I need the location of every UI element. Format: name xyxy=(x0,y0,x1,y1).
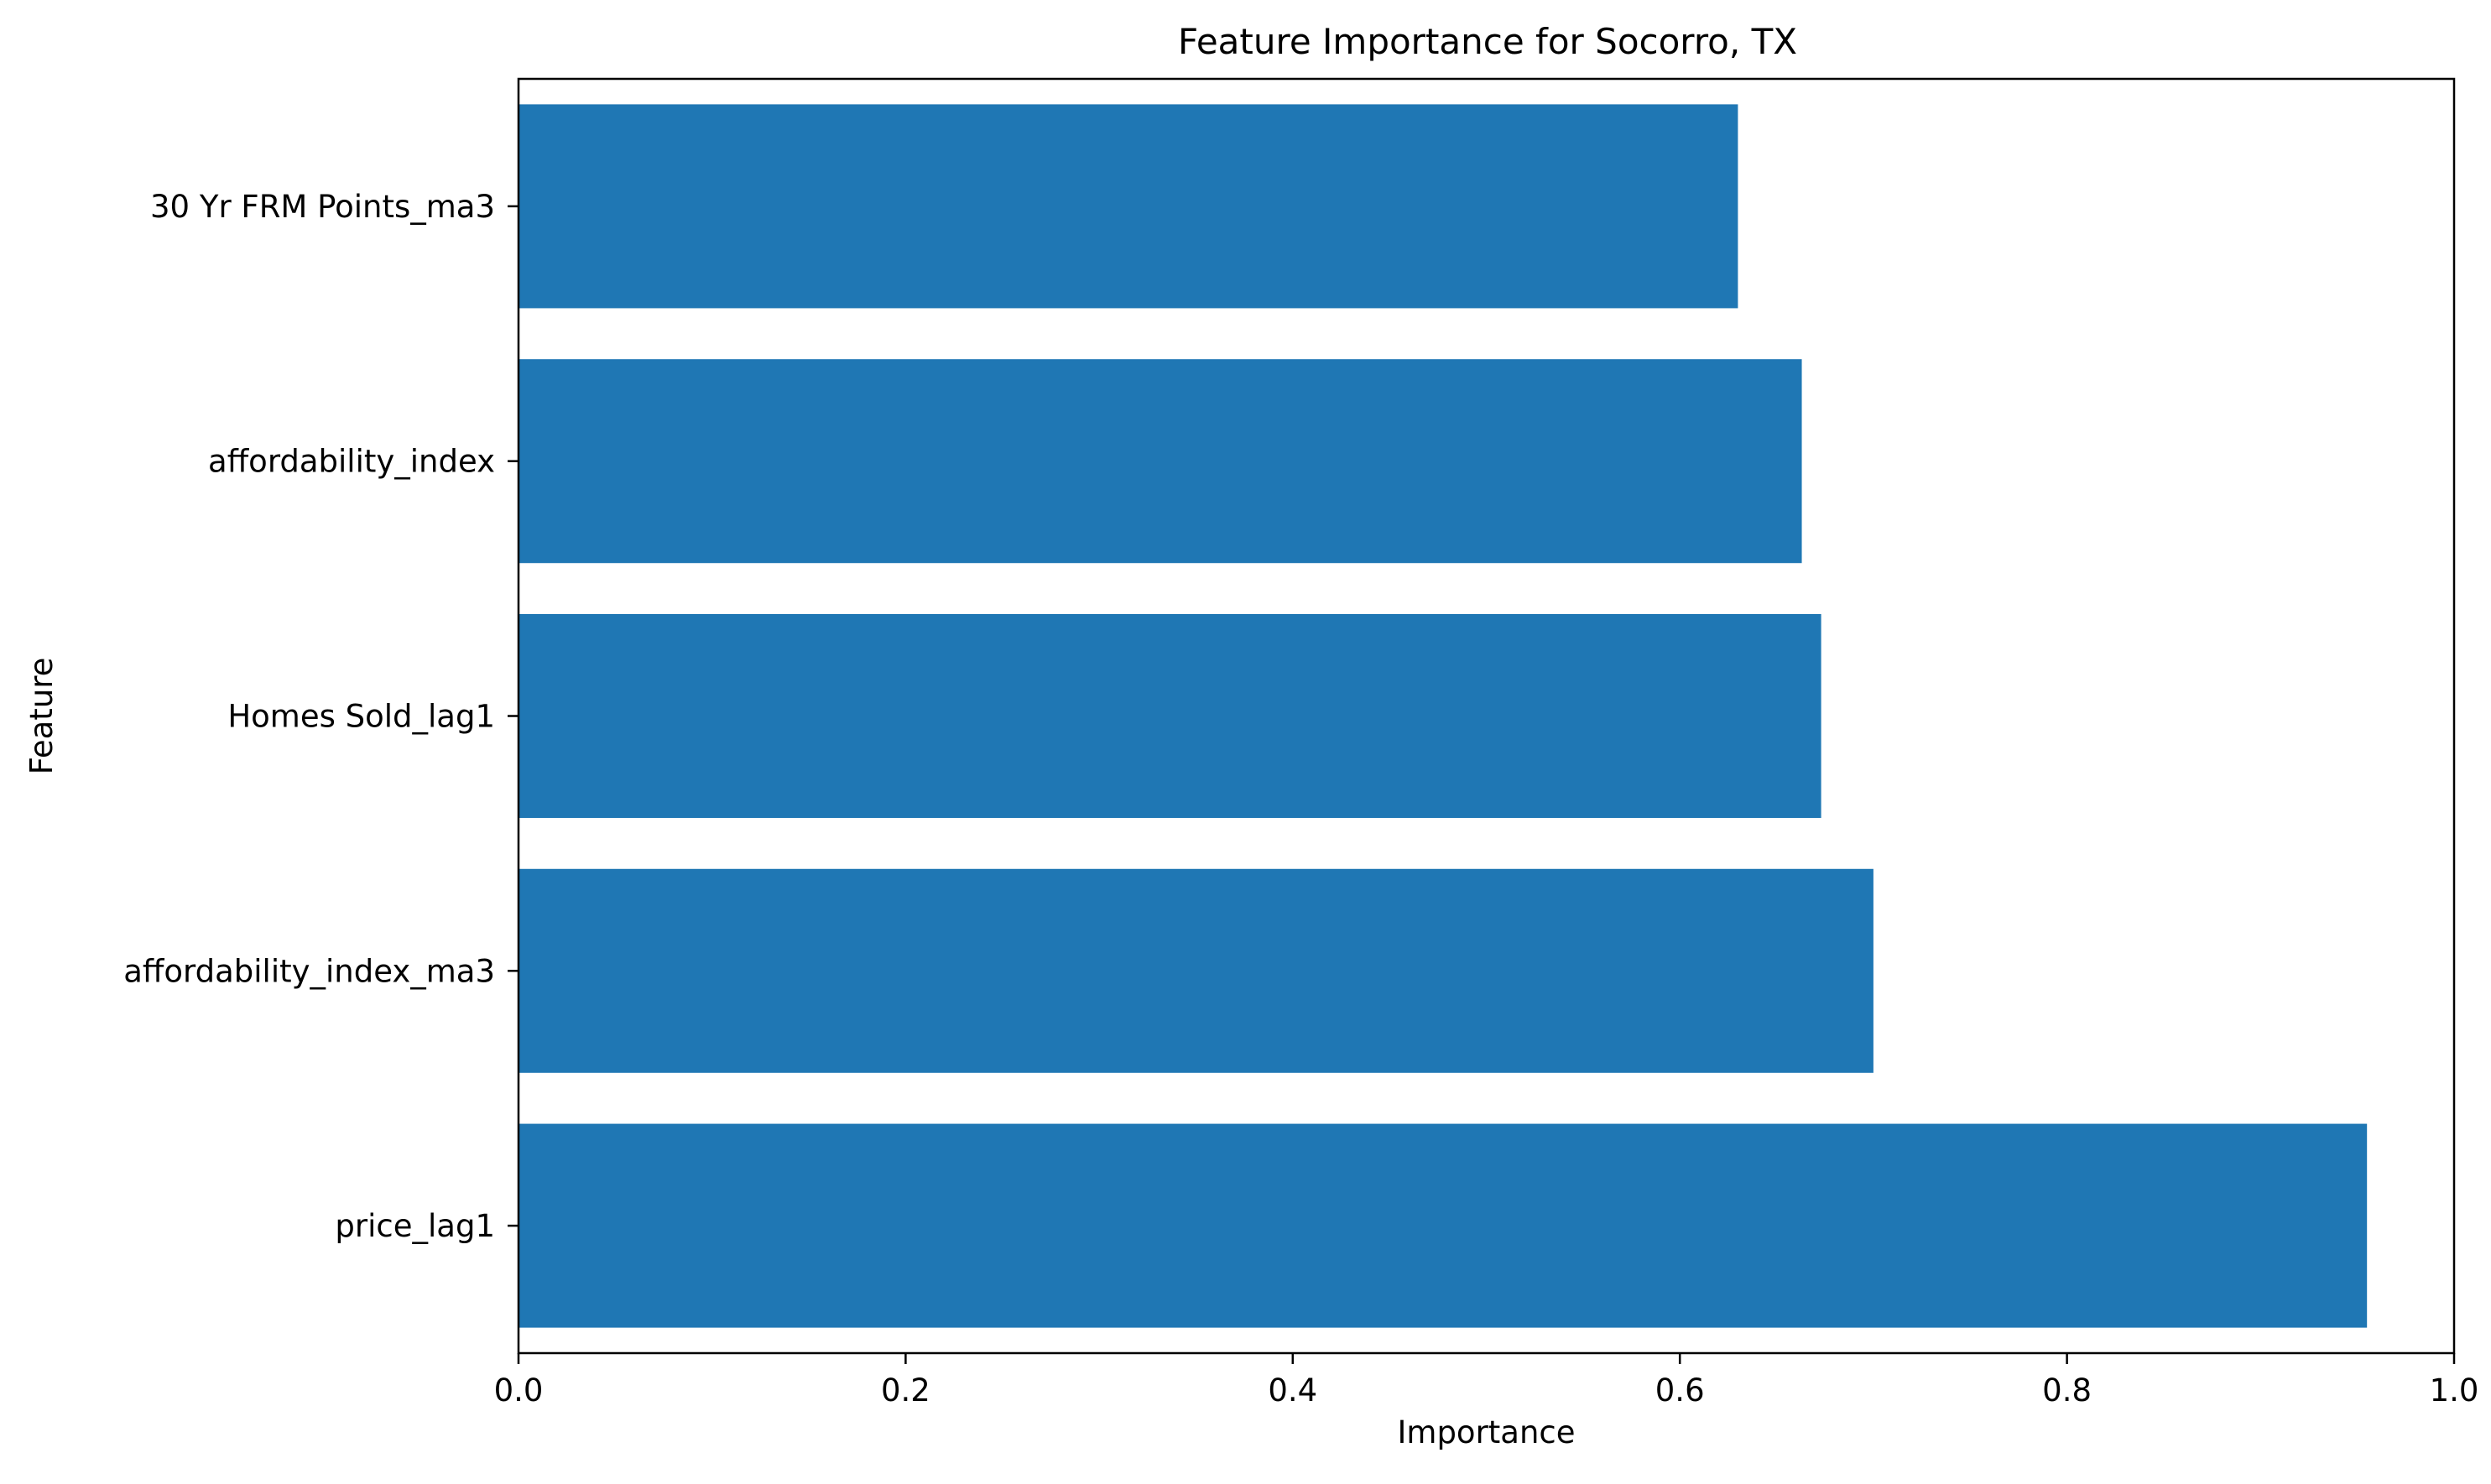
bar-price-lag1 xyxy=(519,1123,2368,1328)
x-tick-label: 0.4 xyxy=(1268,1372,1317,1408)
y-tick-label: price_lag1 xyxy=(335,1208,495,1244)
y-tick-label: affordability_index xyxy=(208,444,495,480)
bar-affordability-index-ma3 xyxy=(519,868,1873,1073)
x-tick-label: 0.8 xyxy=(2042,1372,2092,1408)
x-tick-label: 0.2 xyxy=(881,1372,930,1408)
y-axis-label: Feature xyxy=(23,658,60,775)
x-tick-label: 1.0 xyxy=(2430,1372,2479,1408)
x-tick-label: 0.0 xyxy=(494,1372,544,1408)
bar-affordability-index xyxy=(519,359,1802,564)
x-axis-label: Importance xyxy=(1397,1414,1575,1450)
y-axis-ticks: price_lag1 affordability_index_ma3 Homes S… xyxy=(123,189,519,1244)
x-axis-ticks: 0.0 0.2 0.4 0.6 0.8 1.0 xyxy=(494,1353,2479,1408)
bars-group xyxy=(519,104,2368,1328)
y-tick-label: Homes Sold_lag1 xyxy=(227,699,495,735)
plot-frame xyxy=(517,77,2456,1355)
bar-homes-sold-lag1 xyxy=(519,613,1821,819)
chart-title: Feature Importance for Socorro, TX xyxy=(1178,21,1797,62)
x-tick-label: 0.6 xyxy=(1655,1372,1705,1408)
bar-30-yr-frm-points-ma3 xyxy=(519,104,1738,309)
y-tick-label: affordability_index_ma3 xyxy=(123,953,495,989)
y-tick-label: 30 Yr FRM Points_ma3 xyxy=(150,189,495,225)
